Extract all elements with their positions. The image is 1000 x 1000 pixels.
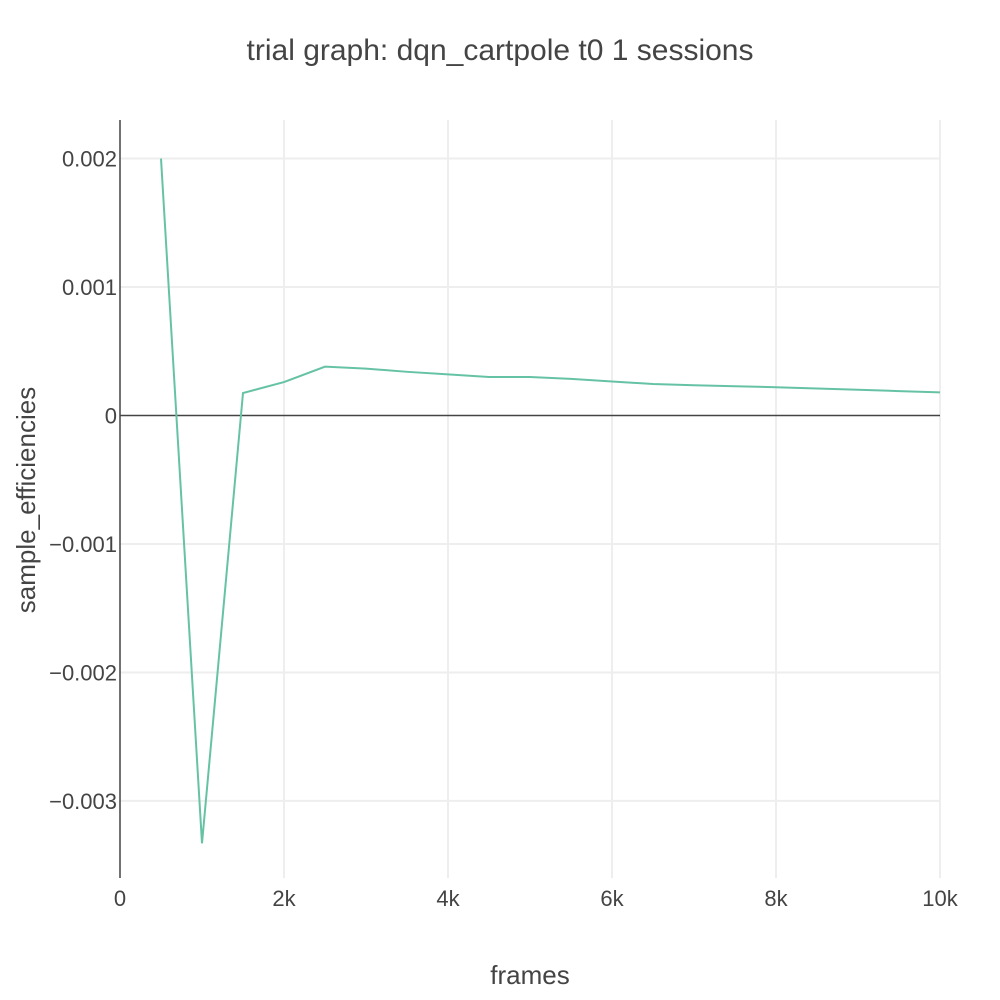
y-axis-title: sample_efficiencies [11, 387, 41, 613]
x-tick-label: 10k [922, 886, 958, 911]
y-tick-label: 0 [105, 403, 117, 428]
grid [120, 120, 941, 878]
x-axis-title: frames [490, 960, 569, 990]
chart-title: trial graph: dqn_cartpole t0 1 sessions [247, 34, 754, 67]
x-tick-label: 0 [114, 886, 126, 911]
y-tick-label: −0.002 [49, 660, 117, 685]
y-tick-label: 0.001 [62, 275, 117, 300]
series-line [160, 158, 941, 844]
y-tick-label: 0.002 [62, 147, 117, 172]
tick-labels: 0 2k 4k 6k 8k 10k 0.002 0.001 0 −0.001 −0.002 −0.00… [49, 147, 959, 911]
axes [119, 120, 940, 878]
x-tick-label: 4k [436, 886, 460, 911]
y-tick-label: −0.001 [49, 532, 117, 557]
x-tick-label: 6k [600, 886, 624, 911]
x-tick-label: 8k [764, 886, 788, 911]
plot-area [160, 158, 941, 844]
x-tick-label: 2k [272, 886, 296, 911]
y-tick-label: −0.003 [49, 789, 117, 814]
